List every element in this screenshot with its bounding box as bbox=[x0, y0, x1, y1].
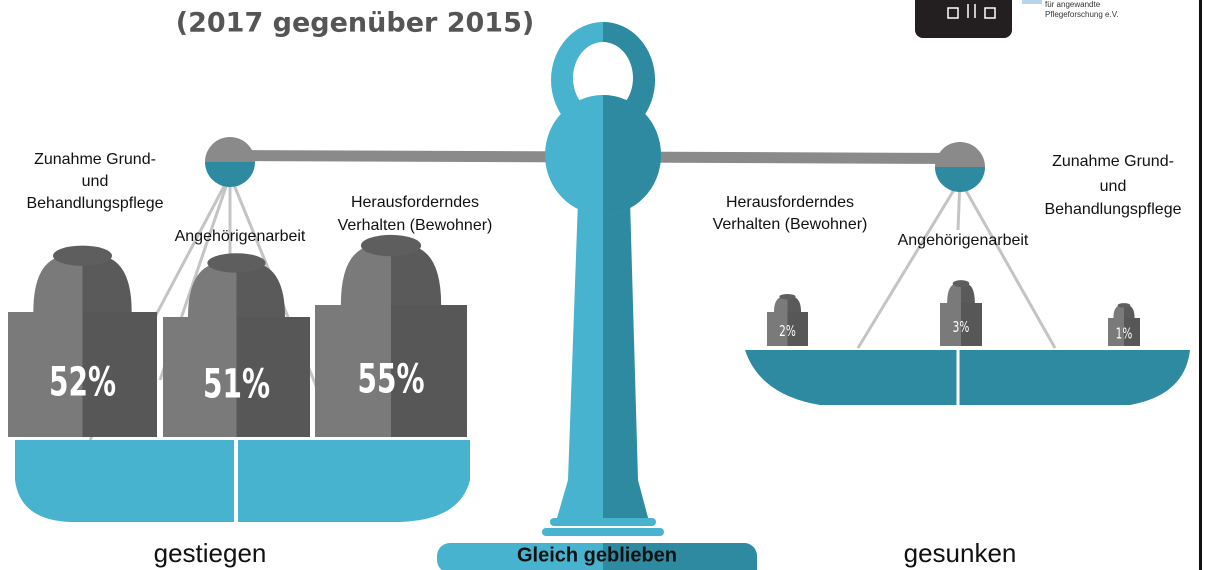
weight-knob bbox=[361, 235, 421, 256]
logo-text: Pflegeforschung e.V. bbox=[1045, 10, 1119, 19]
column bbox=[437, 22, 757, 570]
weight: 1% bbox=[1108, 303, 1140, 346]
label: Verhalten (Bewohner) bbox=[338, 217, 493, 234]
logo: für angewandte Pflegeforschung e.V. bbox=[915, 0, 1119, 38]
weight: 3% bbox=[940, 280, 982, 346]
weight-label: 1% bbox=[1116, 326, 1133, 343]
center-caption: Gleich geblieben bbox=[517, 544, 677, 566]
label: Zunahme Grund- bbox=[1052, 153, 1174, 170]
label: Angehörigenarbeit bbox=[175, 228, 306, 245]
border bbox=[1199, 0, 1202, 570]
weight-label: 51% bbox=[203, 362, 270, 408]
weight-knob bbox=[779, 294, 795, 300]
weight-label: 3% bbox=[953, 319, 970, 336]
weight-label: 2% bbox=[779, 323, 796, 340]
weight: 51% bbox=[163, 253, 310, 437]
label: Angehörigenarbeit bbox=[898, 232, 1029, 249]
label: und bbox=[1100, 178, 1127, 195]
label: Herausforderndes bbox=[351, 194, 479, 211]
body: {"header":{"title":"(2017 gegenüber 2015… bbox=[0, 0, 1205, 570]
weight: 2% bbox=[767, 294, 808, 346]
infographic: (2017 gegenüber 2015) für angewandte Pfl… bbox=[0, 0, 1205, 570]
weight-knob bbox=[207, 253, 265, 272]
weight-knob bbox=[1118, 303, 1131, 308]
label: und bbox=[82, 173, 109, 190]
pan bbox=[745, 350, 1190, 405]
label: Verhalten (Bewohner) bbox=[713, 216, 868, 233]
logo-text: für angewandte bbox=[1045, 0, 1101, 9]
weight-label: 52% bbox=[49, 360, 116, 406]
caption: gestiegen bbox=[154, 538, 267, 568]
weight-label: 55% bbox=[357, 357, 424, 403]
caption: gesunken bbox=[904, 538, 1017, 568]
pan bbox=[15, 440, 470, 522]
page: body { margin: 0; width: 1205px; height:… bbox=[0, 0, 1205, 570]
weight: 55% bbox=[315, 235, 467, 437]
label: Herausforderndes bbox=[726, 194, 854, 211]
label: Behandlungspflege bbox=[26, 195, 163, 212]
weight-knob bbox=[953, 280, 970, 287]
label: Behandlungspflege bbox=[1044, 201, 1181, 218]
title: (2017 gegenüber 2015) bbox=[176, 8, 534, 39]
label: Zunahme Grund- bbox=[34, 151, 156, 168]
weight: 52% bbox=[8, 246, 157, 437]
weight-knob bbox=[53, 246, 112, 266]
